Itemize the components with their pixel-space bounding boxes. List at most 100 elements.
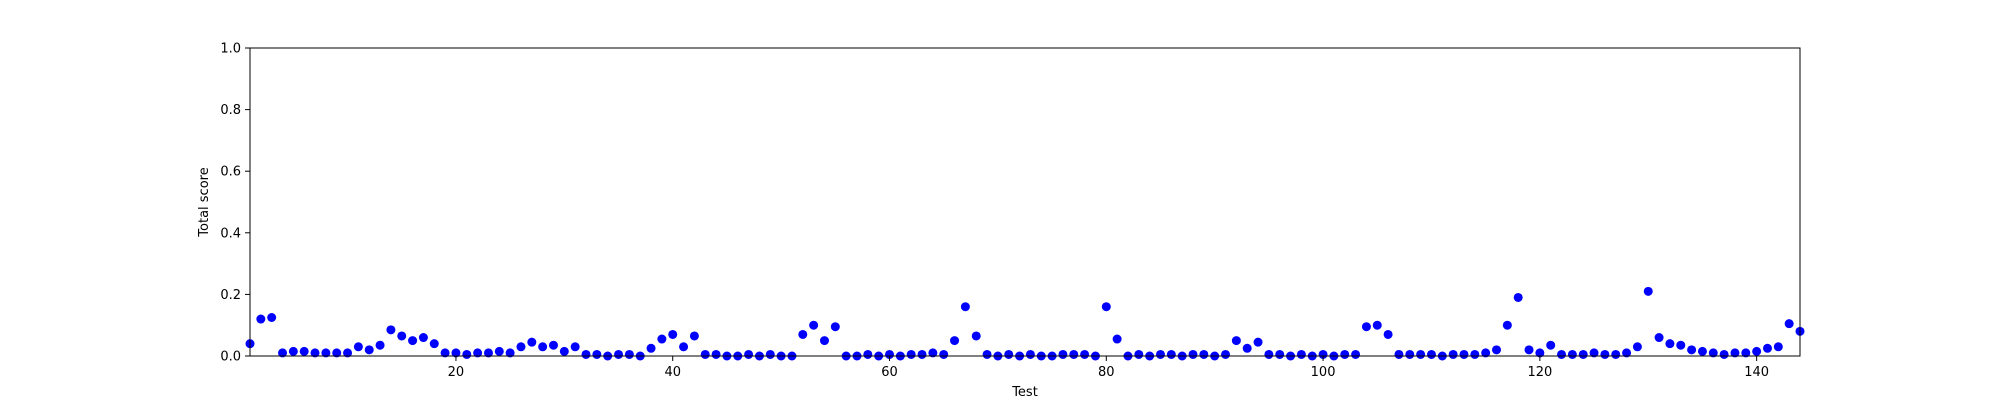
data-point: [581, 349, 591, 359]
data-point: [570, 342, 580, 352]
data-point: [1524, 345, 1534, 355]
data-point: [1426, 349, 1436, 359]
data-point: [516, 342, 526, 352]
data-point: [1372, 320, 1382, 330]
y-tick-label: 1.0: [220, 42, 241, 57]
y-axis-label: Total score: [197, 167, 212, 237]
data-point: [1405, 349, 1415, 359]
data-point: [364, 345, 374, 355]
data-point: [1069, 349, 1079, 359]
data-point: [939, 349, 949, 359]
data-point: [1351, 349, 1361, 359]
data-point: [505, 348, 515, 358]
data-point: [1665, 339, 1675, 349]
data-point: [906, 349, 916, 359]
data-point: [885, 349, 895, 359]
x-tick-label: 40: [664, 365, 681, 380]
data-point: [559, 346, 569, 356]
data-point: [1221, 349, 1231, 359]
data-point: [1567, 349, 1577, 359]
data-point: [1513, 292, 1523, 302]
data-point: [1416, 349, 1426, 359]
data-point: [1394, 349, 1404, 359]
plot-background: [250, 48, 1800, 356]
data-point: [668, 329, 678, 339]
data-point: [1762, 343, 1772, 353]
x-tick-label: 80: [1098, 365, 1115, 380]
data-point: [494, 346, 504, 356]
x-tick-label: 140: [1744, 365, 1769, 380]
data-point: [321, 348, 331, 358]
data-point: [863, 349, 873, 359]
data-point: [1719, 349, 1729, 359]
x-tick-label: 100: [1311, 365, 1336, 380]
data-point: [1589, 348, 1599, 358]
data-point: [1242, 343, 1252, 353]
data-point: [744, 349, 754, 359]
data-point: [1275, 349, 1285, 359]
data-point: [1361, 322, 1371, 332]
data-point: [1080, 349, 1090, 359]
data-point: [1058, 349, 1068, 359]
data-point: [375, 340, 385, 350]
data-point: [679, 342, 689, 352]
data-point: [1708, 348, 1718, 358]
data-point: [256, 314, 266, 324]
plot-frame: [249, 47, 1801, 357]
data-point: [1231, 336, 1241, 346]
y-tick-label: 0.0: [220, 350, 241, 365]
data-point: [1481, 348, 1491, 358]
data-point: [689, 331, 699, 341]
data-point: [624, 349, 634, 359]
data-point: [950, 336, 960, 346]
data-point: [1296, 349, 1306, 359]
x-tick-label: 120: [1527, 365, 1552, 380]
data-point: [1383, 329, 1393, 339]
data-point: [960, 302, 970, 312]
data-point: [451, 348, 461, 358]
data-point: [1166, 349, 1176, 359]
data-point: [440, 348, 450, 358]
data-point: [1502, 320, 1512, 330]
data-point: [971, 331, 981, 341]
data-point: [1101, 302, 1111, 312]
y-tick-label: 0.8: [220, 103, 241, 118]
data-point: [1492, 345, 1502, 355]
y-tick-label: 0.2: [220, 288, 241, 303]
data-point: [1134, 349, 1144, 359]
data-point: [1622, 348, 1632, 358]
data-point: [429, 339, 439, 349]
data-point: [1687, 345, 1697, 355]
data-point: [798, 329, 808, 339]
data-point: [288, 346, 298, 356]
data-point: [1578, 349, 1588, 359]
data-point: [1004, 349, 1014, 359]
data-point: [548, 340, 558, 350]
data-point: [819, 336, 829, 346]
data-point: [1773, 342, 1783, 352]
data-point: [614, 349, 624, 359]
data-point: [1025, 349, 1035, 359]
data-point: [527, 337, 537, 347]
data-point: [1784, 319, 1794, 329]
data-point: [1112, 334, 1122, 344]
data-point: [418, 333, 428, 343]
data-point: [483, 348, 493, 358]
data-point: [830, 322, 840, 332]
data-point: [1188, 349, 1198, 359]
data-point: [982, 349, 992, 359]
data-point: [1611, 349, 1621, 359]
data-point: [1535, 348, 1545, 358]
data-point: [353, 342, 363, 352]
data-point: [1752, 346, 1762, 356]
data-point: [538, 342, 548, 352]
data-point: [1459, 349, 1469, 359]
y-axis-ticks: 0.0 0.2 0.4 0.6 0.8 1.0: [220, 42, 250, 365]
data-point: [473, 348, 483, 358]
data-point: [1676, 340, 1686, 350]
data-point: [267, 313, 277, 322]
data-point: [1253, 337, 1263, 347]
data-point: [765, 349, 775, 359]
x-axis-ticks: 20 40 60 80 100 120 140: [448, 356, 1769, 380]
